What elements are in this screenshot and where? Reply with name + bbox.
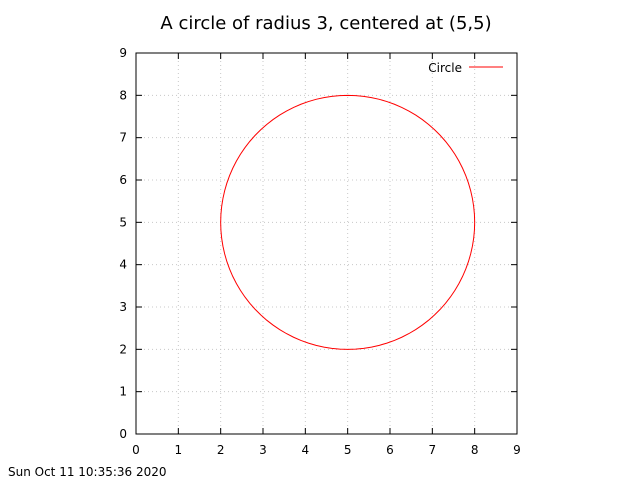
plot-border	[135, 52, 518, 435]
legend: Circle	[428, 61, 503, 75]
legend-label-circle: Circle	[428, 61, 462, 75]
y-tick-label: 6	[119, 173, 127, 187]
timestamp: Sun Oct 11 10:35:36 2020	[8, 465, 167, 479]
x-tick-label: 4	[302, 443, 310, 457]
x-tick-label: 1	[175, 443, 183, 457]
y-tick-label: 0	[119, 427, 127, 441]
x-tick-label: 0	[132, 443, 140, 457]
x-tick-labels: 0 1 2 3 4 5 6 7 8 9	[132, 443, 521, 457]
grid-lines	[136, 53, 517, 434]
x-tick-label: 5	[344, 443, 352, 457]
y-tick-label: 9	[119, 46, 127, 60]
y-tick-label: 4	[119, 258, 127, 272]
y-tick-label: 1	[119, 385, 127, 399]
x-tick-label: 3	[259, 443, 267, 457]
x-tick-label: 9	[513, 443, 521, 457]
circle-series-line	[220, 94, 476, 350]
y-tick-label: 5	[119, 215, 127, 229]
y-tick-label: 8	[119, 88, 127, 102]
x-tick-label: 2	[217, 443, 225, 457]
y-tick-label: 2	[119, 342, 127, 356]
y-tick-label: 3	[119, 300, 127, 314]
x-tick-label: 6	[386, 443, 394, 457]
y-tick-labels: 0 1 2 3 4 5 6 7 8 9	[119, 46, 127, 441]
x-tick-label: 7	[429, 443, 437, 457]
axis-ticks	[135, 52, 518, 435]
chart-title: A circle of radius 3, centered at (5,5)	[160, 13, 491, 34]
y-tick-label: 7	[119, 131, 127, 145]
x-tick-label: 8	[471, 443, 479, 457]
